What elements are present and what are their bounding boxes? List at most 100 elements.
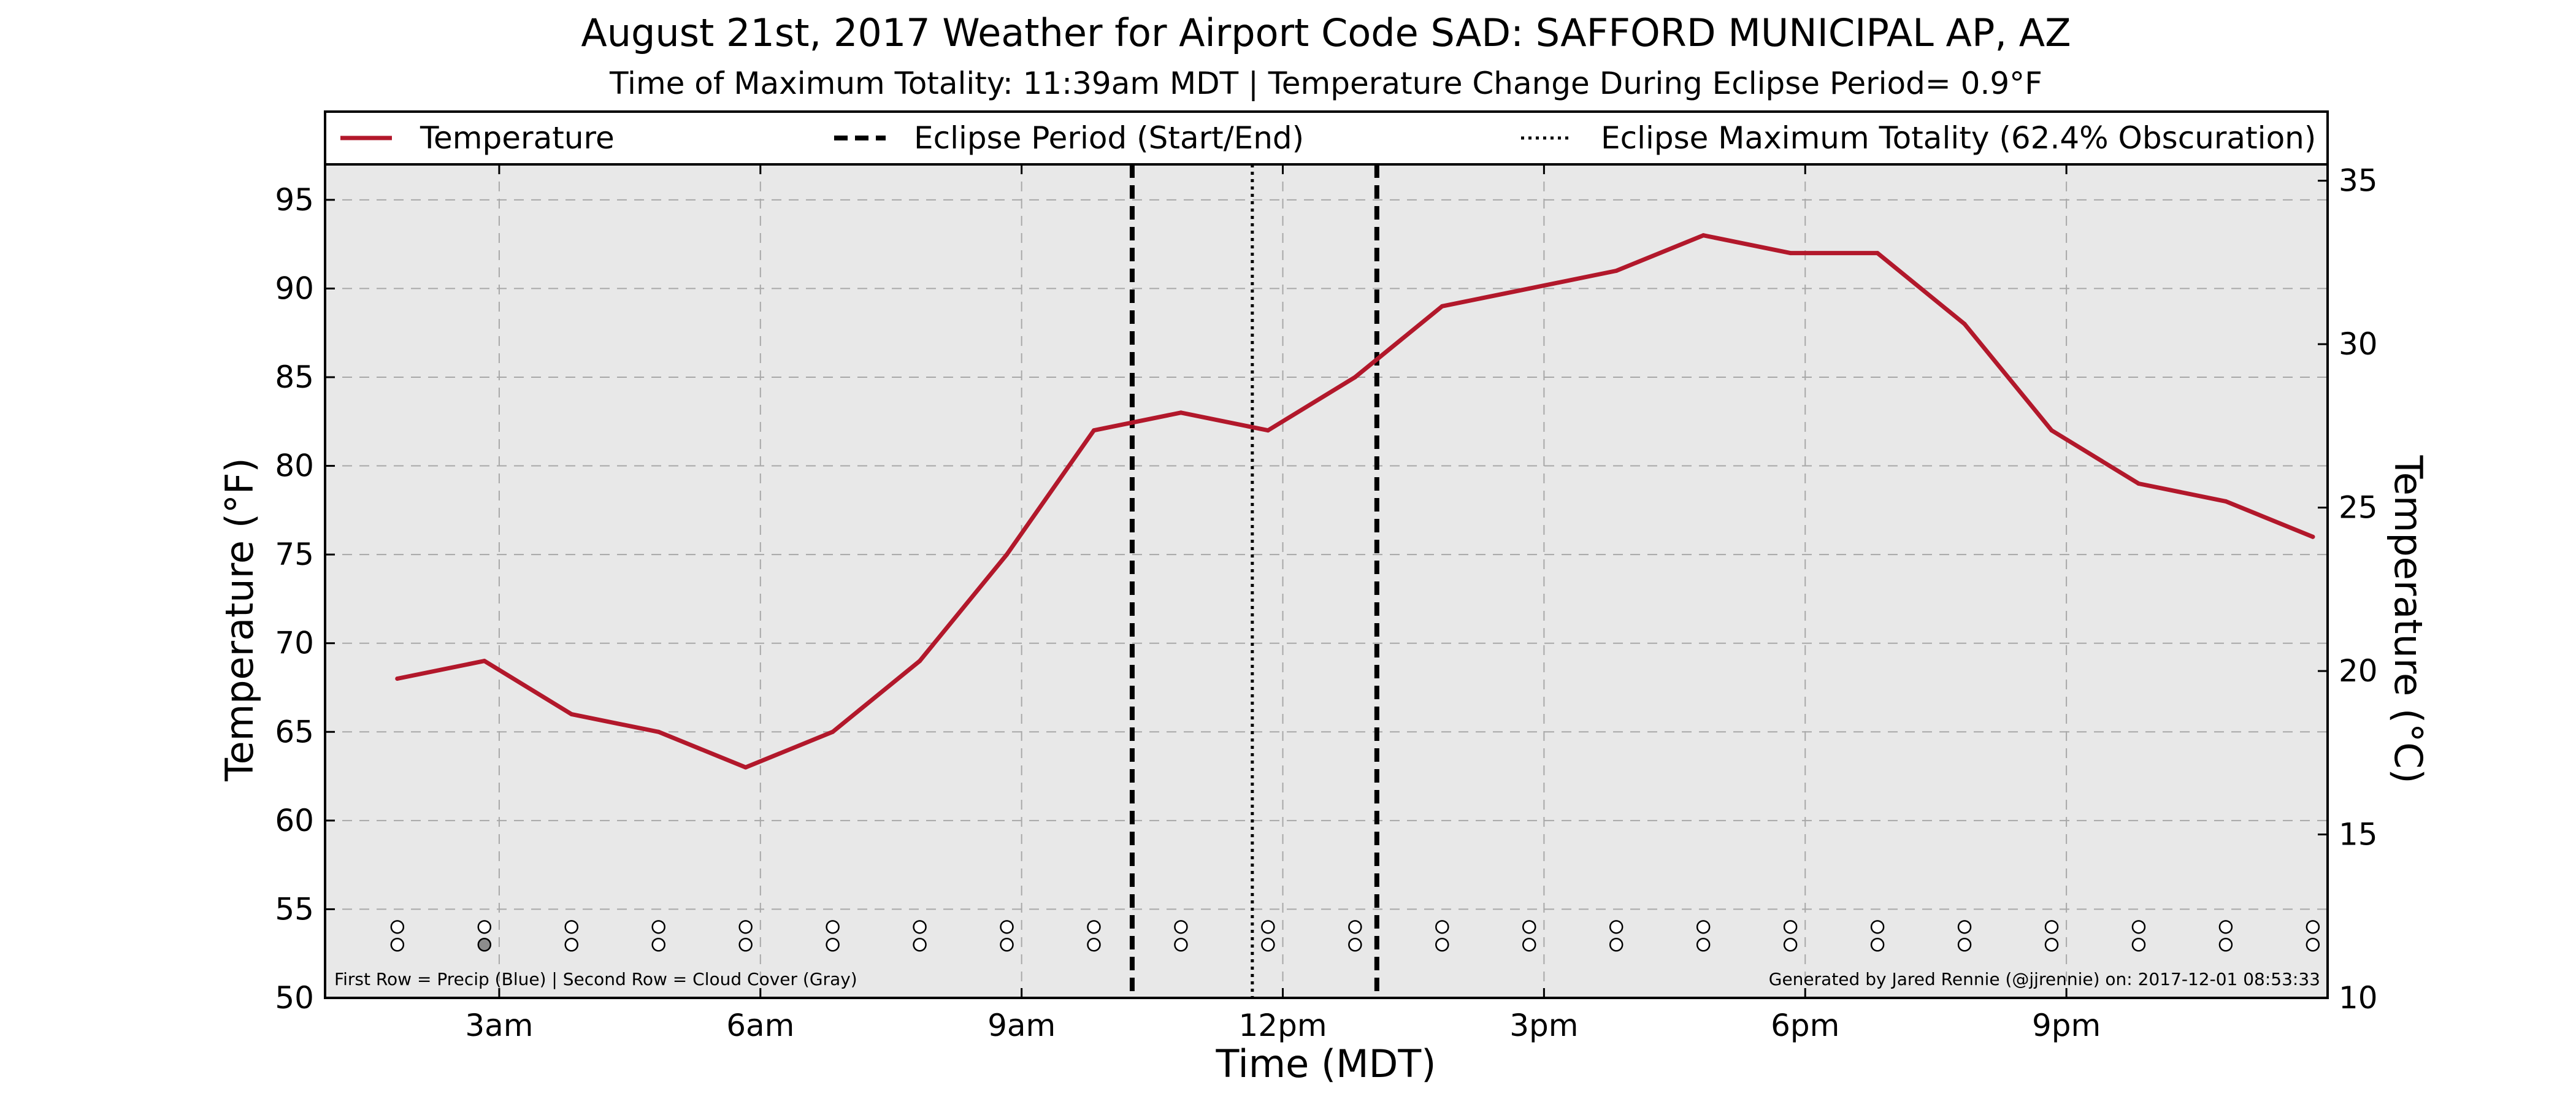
cloud-cover-indicator (1000, 938, 1014, 952)
precip-indicator (1696, 920, 1711, 934)
y-axis-label-right: Temperature (°C) (2386, 454, 2431, 783)
temperature-point (1005, 552, 1010, 557)
y-tick-label: 65 (275, 714, 314, 749)
x-axis-label: Time (MDT) (1216, 1041, 1436, 1086)
y-tick-label: 80 (275, 448, 314, 484)
x-tick-label: 6pm (1771, 1008, 1839, 1043)
temperature-point (2223, 499, 2228, 504)
y-tick-label: 55 (275, 891, 314, 927)
temperature-point (1352, 375, 1357, 380)
precip-indicator (913, 920, 927, 934)
cloud-cover-indicator (1957, 938, 1972, 952)
cloud-cover-indicator (738, 938, 753, 952)
y-tick-label: 75 (275, 537, 314, 572)
cloud-cover-indicator (2131, 938, 2146, 952)
cloud-cover-indicator (1174, 938, 1188, 952)
y-tick-label: 95 (275, 182, 314, 218)
precip-indicator (1609, 920, 1623, 934)
precip-indicator (1435, 920, 1449, 934)
precip-indicator (390, 920, 405, 934)
temperature-point (743, 765, 748, 770)
chart-title: August 21st, 2017 Weather for Airport Co… (581, 10, 2071, 55)
x-tick-label: 6am (726, 1008, 794, 1043)
legend-label: Eclipse Period (Start/End) (914, 120, 1304, 156)
cloud-cover-indicator (1522, 938, 1536, 952)
y-tick-label-right: 25 (2339, 490, 2378, 526)
temperature-point (482, 659, 487, 664)
chart-subtitle: Time of Maximum Totality: 11:39am MDT | … (609, 66, 2042, 101)
precip-indicator (1261, 920, 1275, 934)
cloud-cover-indicator (564, 938, 578, 952)
temperature-point (395, 677, 400, 681)
legend-label: Temperature (420, 120, 615, 156)
y-tick-label-right: 35 (2339, 163, 2378, 199)
precip-indicator (1174, 920, 1188, 934)
cloud-cover-indicator (1696, 938, 1711, 952)
y-tick-label-right: 10 (2339, 980, 2378, 1016)
temperature-point (1962, 321, 1967, 326)
cloud-cover-indicator (913, 938, 927, 952)
precip-indicator (564, 920, 578, 934)
temperature-point (1614, 268, 1619, 273)
cloud-cover-indicator (826, 938, 840, 952)
precip-indicator (1957, 920, 1972, 934)
temperature-point (1091, 428, 1096, 433)
temperature-point (2136, 481, 2141, 486)
precip-indicator (477, 920, 492, 934)
temperature-point (918, 659, 922, 664)
temperature-point (1265, 428, 1270, 433)
precip-indicator (651, 920, 665, 934)
precip-indicator (1348, 920, 1362, 934)
temperature-point (830, 729, 835, 734)
cloud-cover-indicator (1435, 938, 1449, 952)
y-tick-label: 60 (275, 803, 314, 838)
legend-box (324, 110, 2329, 166)
cloud-cover-indicator (390, 938, 405, 952)
temperature-point (656, 729, 661, 734)
temperature-point (2310, 534, 2315, 539)
cloud-cover-indicator (1087, 938, 1101, 952)
x-tick-label: 9am (987, 1008, 1056, 1043)
y-axis-label: Temperature (°F) (217, 458, 262, 781)
precip-indicator (1870, 920, 1885, 934)
precip-indicator (826, 920, 840, 934)
precip-indicator (2218, 920, 2233, 934)
temperature-point (1701, 233, 1706, 238)
legend-label: Eclipse Maximum Totality (62.4% Obscurat… (1601, 120, 2316, 156)
temperature-point (2049, 428, 2054, 433)
cloud-cover-indicator (651, 938, 665, 952)
cloud-cover-indicator (2218, 938, 2233, 952)
precip-indicator (2131, 920, 2146, 934)
precip-indicator (1087, 920, 1101, 934)
y-tick-label: 85 (275, 359, 314, 395)
temperature-point (1788, 251, 1793, 256)
precip-indicator (2044, 920, 2059, 934)
x-tick-label: 3am (465, 1008, 533, 1043)
cloud-cover-indicator (477, 938, 492, 952)
temperature-point (1178, 410, 1183, 415)
y-tick-label-right: 20 (2339, 653, 2378, 689)
precip-indicator (1000, 920, 1014, 934)
cloud-cover-indicator (2306, 938, 2320, 952)
temperature-point (1527, 286, 1531, 291)
x-tick-label: 9pm (2032, 1008, 2101, 1043)
annotation-left: First Row = Precip (Blue) | Second Row =… (334, 969, 857, 989)
y-tick-label: 50 (275, 980, 314, 1016)
precip-indicator (1783, 920, 1798, 934)
x-tick-label: 3pm (1509, 1008, 1578, 1043)
x-tick-label: 12pm (1238, 1008, 1327, 1043)
cloud-cover-indicator (1609, 938, 1623, 952)
annotation-right: Generated by Jared Rennie (@jjrennie) on… (1769, 969, 2320, 989)
cloud-cover-indicator (1348, 938, 1362, 952)
y-tick-label-right: 30 (2339, 326, 2378, 362)
y-tick-label: 70 (275, 626, 314, 661)
cloud-cover-indicator (2044, 938, 2059, 952)
cloud-cover-indicator (1261, 938, 1275, 952)
temperature-point (569, 711, 574, 716)
cloud-cover-indicator (1870, 938, 1885, 952)
temperature-point (1875, 251, 1880, 256)
y-tick-label: 90 (275, 270, 314, 306)
precip-indicator (1522, 920, 1536, 934)
precip-indicator (2306, 920, 2320, 934)
